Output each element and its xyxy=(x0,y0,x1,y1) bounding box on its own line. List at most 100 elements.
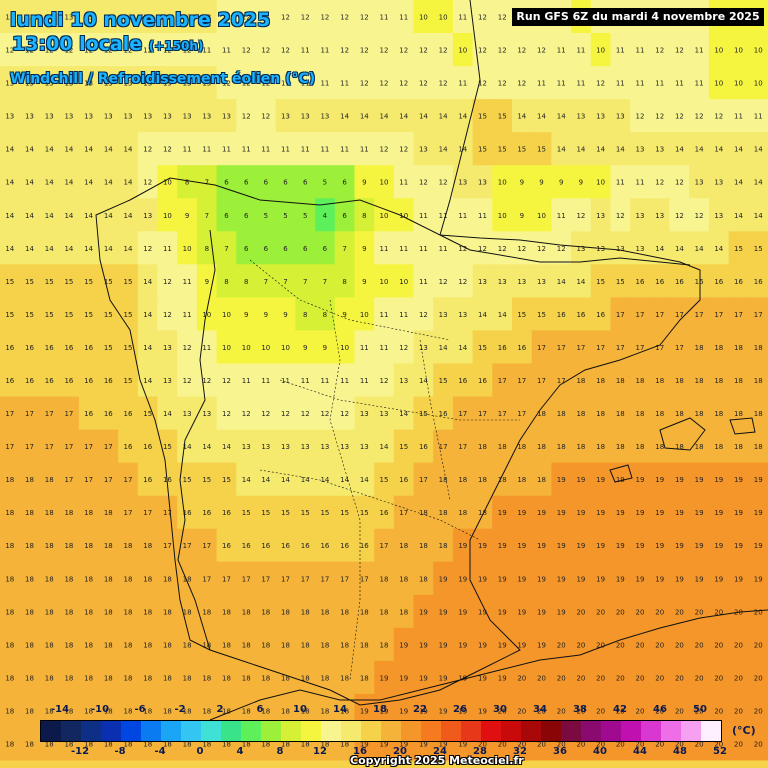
grid-value: 14 xyxy=(64,212,73,220)
grid-value: 19 xyxy=(636,542,645,550)
field-cell xyxy=(19,528,40,563)
time-title: 13:00 locale (+150h) xyxy=(12,33,203,55)
grid-value: 16 xyxy=(754,278,763,286)
grid-value: 8 xyxy=(244,278,248,286)
field-cell xyxy=(413,528,434,563)
grid-value: 16 xyxy=(202,509,211,517)
grid-value: 11 xyxy=(202,344,211,352)
grid-value: 19 xyxy=(576,575,585,583)
grid-value: 18 xyxy=(754,377,763,385)
grid-value: 10 xyxy=(183,245,192,253)
grid-value: 14 xyxy=(596,146,605,154)
grid-value: 18 xyxy=(104,674,113,682)
field-cell xyxy=(177,495,198,530)
grid-value: 6 xyxy=(342,212,347,220)
grid-value: 11 xyxy=(636,179,645,187)
grid-value: 17 xyxy=(576,344,585,352)
grid-value: 14 xyxy=(517,113,526,121)
grid-value: 11 xyxy=(458,212,467,220)
field-cell xyxy=(157,660,178,695)
grid-value: 13 xyxy=(419,146,428,154)
grid-value: 18 xyxy=(537,443,546,451)
grid-value: 17 xyxy=(25,410,34,418)
grid-value: 12 xyxy=(143,146,152,154)
field-cell xyxy=(610,363,631,397)
field-cell xyxy=(452,462,474,497)
field-cell xyxy=(571,363,592,397)
field-cell xyxy=(551,231,572,265)
grid-value: 11 xyxy=(301,146,310,154)
field-cell xyxy=(492,660,513,695)
grid-value: 12 xyxy=(202,377,211,385)
field-cell xyxy=(669,99,690,133)
grid-value: 18 xyxy=(222,707,231,715)
field-cell xyxy=(492,99,513,133)
field-cell xyxy=(452,66,474,100)
grid-value: 17 xyxy=(616,344,625,352)
grid-value: 19 xyxy=(537,542,546,550)
field-cell xyxy=(472,264,493,298)
grid-value: 17 xyxy=(498,410,507,418)
region-border-1 xyxy=(249,259,451,341)
grid-value: 18 xyxy=(557,410,566,418)
field-cell xyxy=(571,561,592,596)
grid-value: 12 xyxy=(360,80,369,88)
grid-value: 15 xyxy=(301,509,310,517)
grid-value: 12 xyxy=(340,14,349,22)
grid-value: 11 xyxy=(399,311,408,319)
grid-value: 17 xyxy=(163,542,172,550)
grid-value: 18 xyxy=(636,410,645,418)
field-cell xyxy=(492,33,513,67)
field-cell xyxy=(393,231,414,265)
grid-value: 13 xyxy=(399,377,408,385)
field-cell xyxy=(708,627,730,662)
legend-swatch xyxy=(301,721,321,741)
legend-swatch xyxy=(661,721,681,741)
field-cell xyxy=(157,33,178,67)
grid-value: 16 xyxy=(439,410,448,418)
field-cell xyxy=(748,33,768,67)
grid-value: 18 xyxy=(183,741,192,749)
grid-value: 18 xyxy=(124,707,133,715)
grid-value: 15 xyxy=(399,443,408,451)
field-cell xyxy=(413,627,434,662)
field-cell xyxy=(236,528,257,563)
grid-value: 18 xyxy=(695,410,704,418)
legend-swatch xyxy=(81,721,101,741)
field-cell xyxy=(98,660,119,695)
field-cell xyxy=(0,627,21,662)
field-cell xyxy=(59,594,80,629)
grid-value: 18 xyxy=(124,575,133,583)
field-cell xyxy=(315,165,336,199)
grid-value: 15 xyxy=(754,245,763,253)
field-cell xyxy=(452,330,474,364)
field-cell xyxy=(452,528,474,563)
grid-value: 15 xyxy=(64,278,73,286)
grid-value: 15 xyxy=(517,311,526,319)
grid-value: 12 xyxy=(517,47,526,55)
grid-value: 20 xyxy=(695,608,704,616)
field-cell xyxy=(512,429,533,464)
field-cell xyxy=(334,693,355,728)
field-cell xyxy=(59,627,80,662)
field-cell xyxy=(275,264,296,298)
field-cell xyxy=(295,330,316,364)
grid-value: 12 xyxy=(183,47,192,55)
field-cell xyxy=(19,594,40,629)
grid-value: 19 xyxy=(695,542,704,550)
field-cell xyxy=(452,99,474,133)
legend-swatch xyxy=(681,721,701,741)
field-cell xyxy=(0,594,21,629)
grid-value: 11 xyxy=(202,146,211,154)
grid-value: 9 xyxy=(323,344,327,352)
grid-value: 9 xyxy=(539,179,543,187)
grid-value: 20 xyxy=(517,707,526,715)
field-cell xyxy=(571,462,592,497)
grid-value: 12 xyxy=(399,344,408,352)
field-cell xyxy=(98,99,119,133)
field-cell xyxy=(315,198,336,232)
legend-tick-label: -12 xyxy=(70,746,90,757)
grid-value: 18 xyxy=(143,608,152,616)
grid-value: 10 xyxy=(754,47,763,55)
